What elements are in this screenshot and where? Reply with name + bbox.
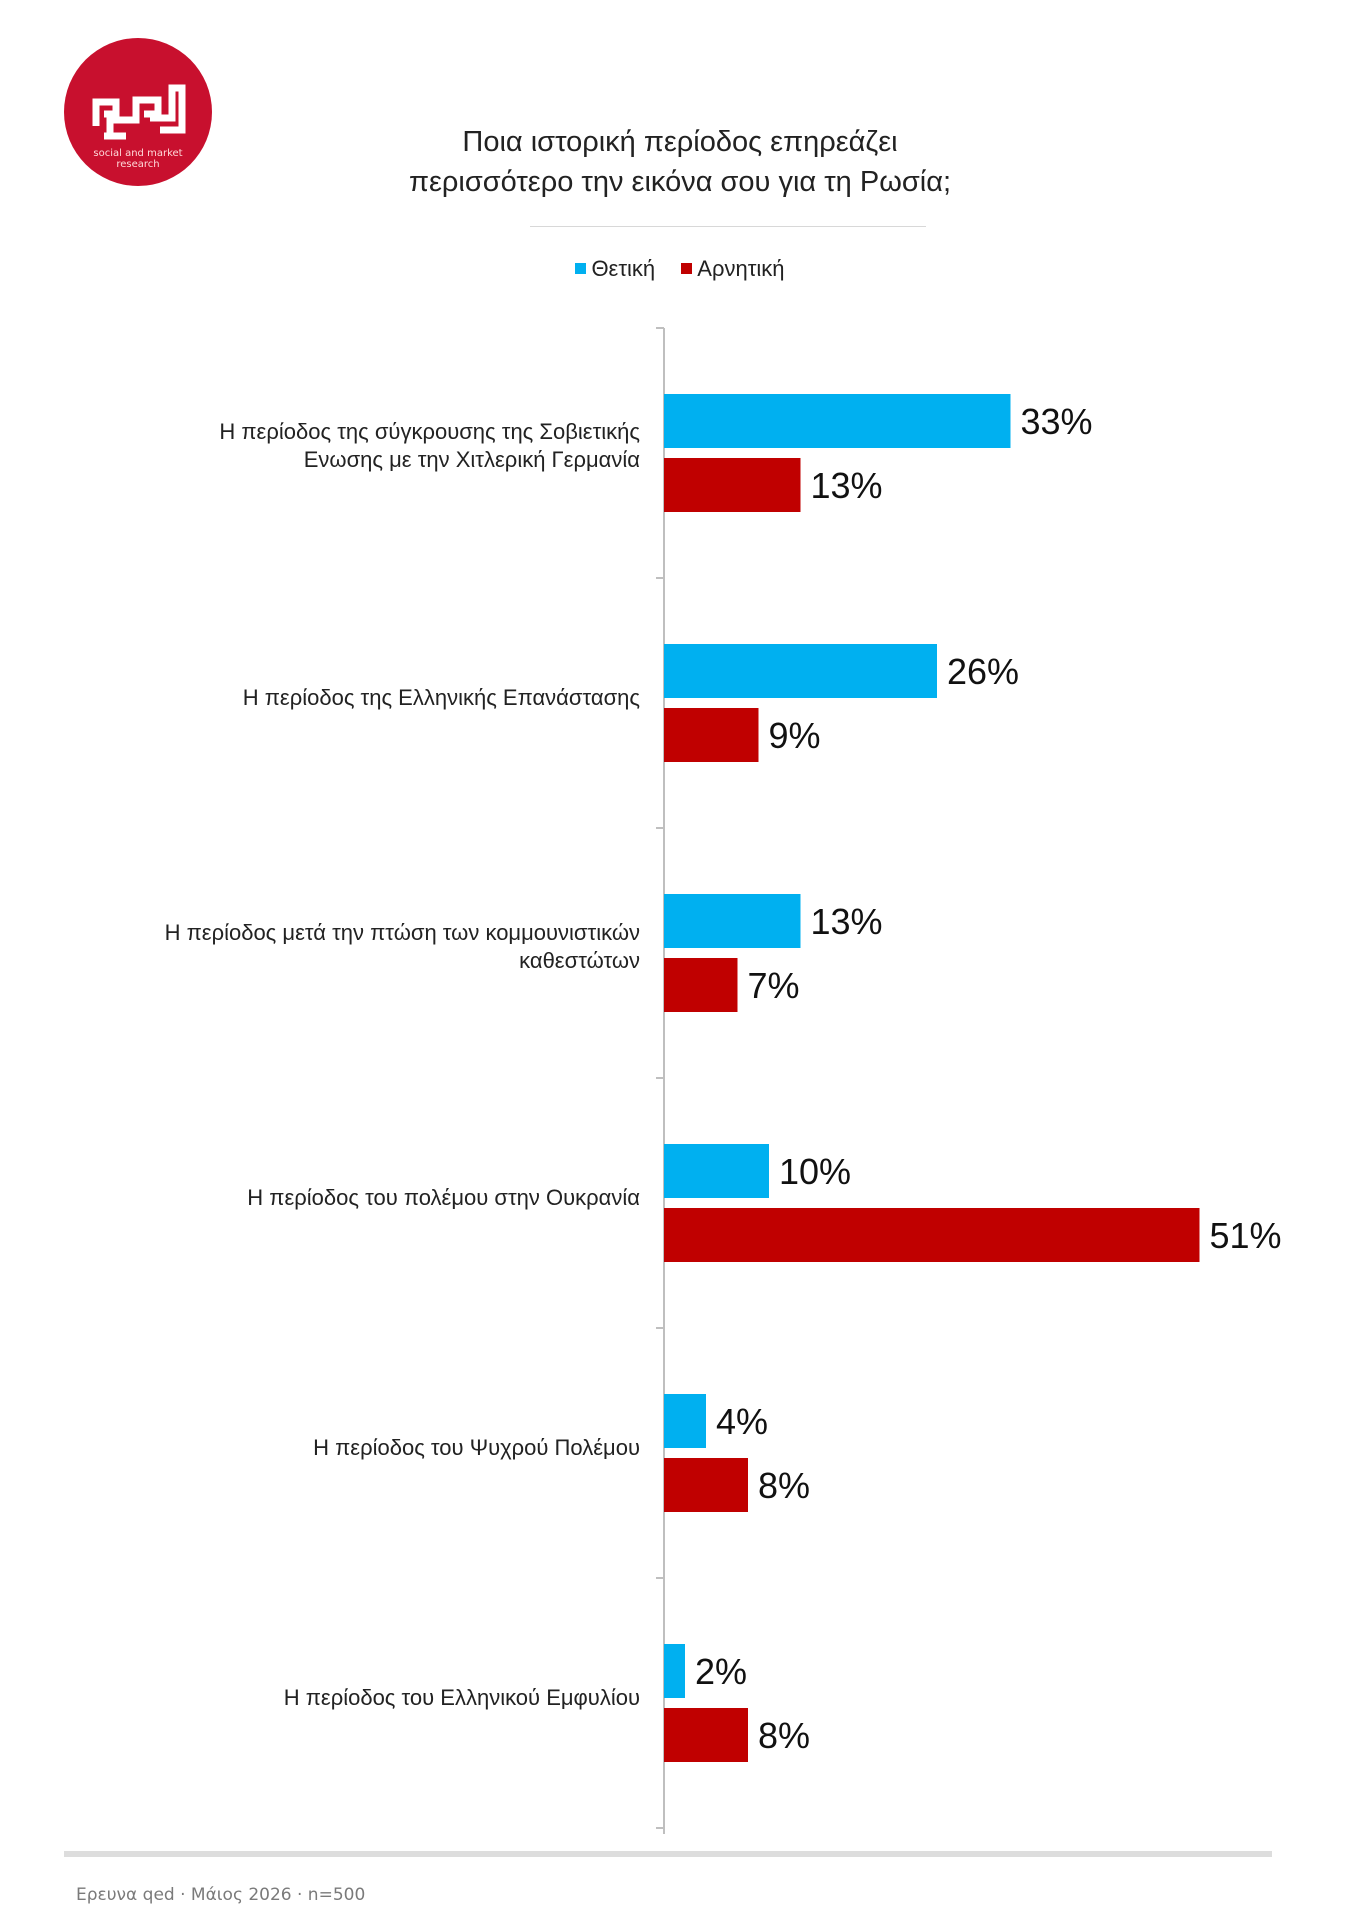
qed-logo-mark <box>92 84 186 140</box>
category-label-1-line-2: Ενωσης με την Χιτλερική Γερμανία <box>303 447 640 472</box>
category-label-6: Η περίοδος του Ελληνικού Εμφυλίου <box>80 1684 640 1712</box>
legend-swatch-negative <box>681 263 693 274</box>
data-label-negative-5: 8% <box>758 1465 810 1506</box>
bar-positive-3 <box>664 894 801 948</box>
bar-positive-5 <box>664 1394 706 1448</box>
category-label-4-line-1: Η περίοδος του πολέμου στην Ουκρανία <box>247 1185 640 1210</box>
category-label-6-line-1: Η περίοδος του Ελληνικού Εμφυλίου <box>283 1685 640 1710</box>
bar-positive-4 <box>664 1144 769 1198</box>
data-label-positive-2: 26% <box>947 651 1019 692</box>
data-label-positive-1: 33% <box>1021 401 1093 442</box>
logo-tagline-1: social and market <box>93 148 183 159</box>
title-divider <box>530 226 926 227</box>
legend-label-positive: Θετική <box>591 255 656 281</box>
footer-source-note: Ερευνα qed · Μάιος 2026 · n=500 <box>76 1885 366 1905</box>
data-label-positive-3: 13% <box>811 901 883 942</box>
data-label-positive-5: 4% <box>716 1401 768 1442</box>
chart-title: Ποια ιστορική περίοδος επηρεάζει περισσό… <box>330 122 1030 202</box>
category-label-3-line-2: καθεστώτων <box>519 948 640 973</box>
category-label-4: Η περίοδος του πολέμου στην Ουκρανία <box>80 1184 640 1212</box>
category-label-3-line-1: Η περίοδος μετά την πτώση των κομμουνιστ… <box>164 920 640 945</box>
data-label-positive-4: 10% <box>779 1151 851 1192</box>
qed-logo: social and market research <box>64 38 212 186</box>
bar-negative-3 <box>664 958 738 1012</box>
bar-negative-5 <box>664 1458 748 1512</box>
chart-legend: Θετική Αρνητική <box>0 254 1360 282</box>
chart-title-line-2: περισσότερο την εικόνα σου για τη Ρωσία; <box>408 166 952 198</box>
category-label-5-line-1: Η περίοδος του Ψυχρού Πολέμου <box>313 1435 640 1460</box>
bar-positive-1 <box>664 394 1011 448</box>
category-label-5: Η περίοδος του Ψυχρού Πολέμου <box>80 1434 640 1462</box>
category-label-2: Η περίοδος της Ελληνικής Επανάστασης <box>80 684 640 712</box>
legend-label-negative: Αρνητική <box>697 255 785 281</box>
category-label-1: Η περίοδος της σύγκρουσης της Σοβιετικής… <box>80 418 640 474</box>
data-label-positive-6: 2% <box>695 1651 747 1692</box>
data-label-negative-2: 9% <box>769 715 821 756</box>
bar-negative-2 <box>664 708 759 762</box>
bar-negative-6 <box>664 1708 748 1762</box>
data-label-negative-4: 51% <box>1210 1215 1282 1256</box>
bar-positive-2 <box>664 644 937 698</box>
logo-tagline-2: research <box>116 159 160 170</box>
category-label-2-line-1: Η περίοδος της Ελληνικής Επανάστασης <box>242 685 640 710</box>
data-label-negative-3: 7% <box>748 965 800 1006</box>
bar-positive-6 <box>664 1644 685 1698</box>
category-label-3: Η περίοδος μετά την πτώση των κομμουνιστ… <box>80 919 640 975</box>
data-label-negative-6: 8% <box>758 1715 810 1756</box>
bar-negative-1 <box>664 458 801 512</box>
chart-title-line-1: Ποια ιστορική περίοδος επηρεάζει <box>462 126 898 158</box>
legend-swatch-positive <box>575 263 587 274</box>
category-label-1-line-1: Η περίοδος της σύγκρουσης της Σοβιετικής <box>219 419 640 444</box>
legend-item-positive: Θετική <box>575 256 655 282</box>
legend-item-negative: Αρνητική <box>681 255 785 282</box>
footer-divider <box>64 1851 1272 1857</box>
data-label-negative-1: 13% <box>811 465 883 506</box>
bar-negative-4 <box>664 1208 1200 1262</box>
